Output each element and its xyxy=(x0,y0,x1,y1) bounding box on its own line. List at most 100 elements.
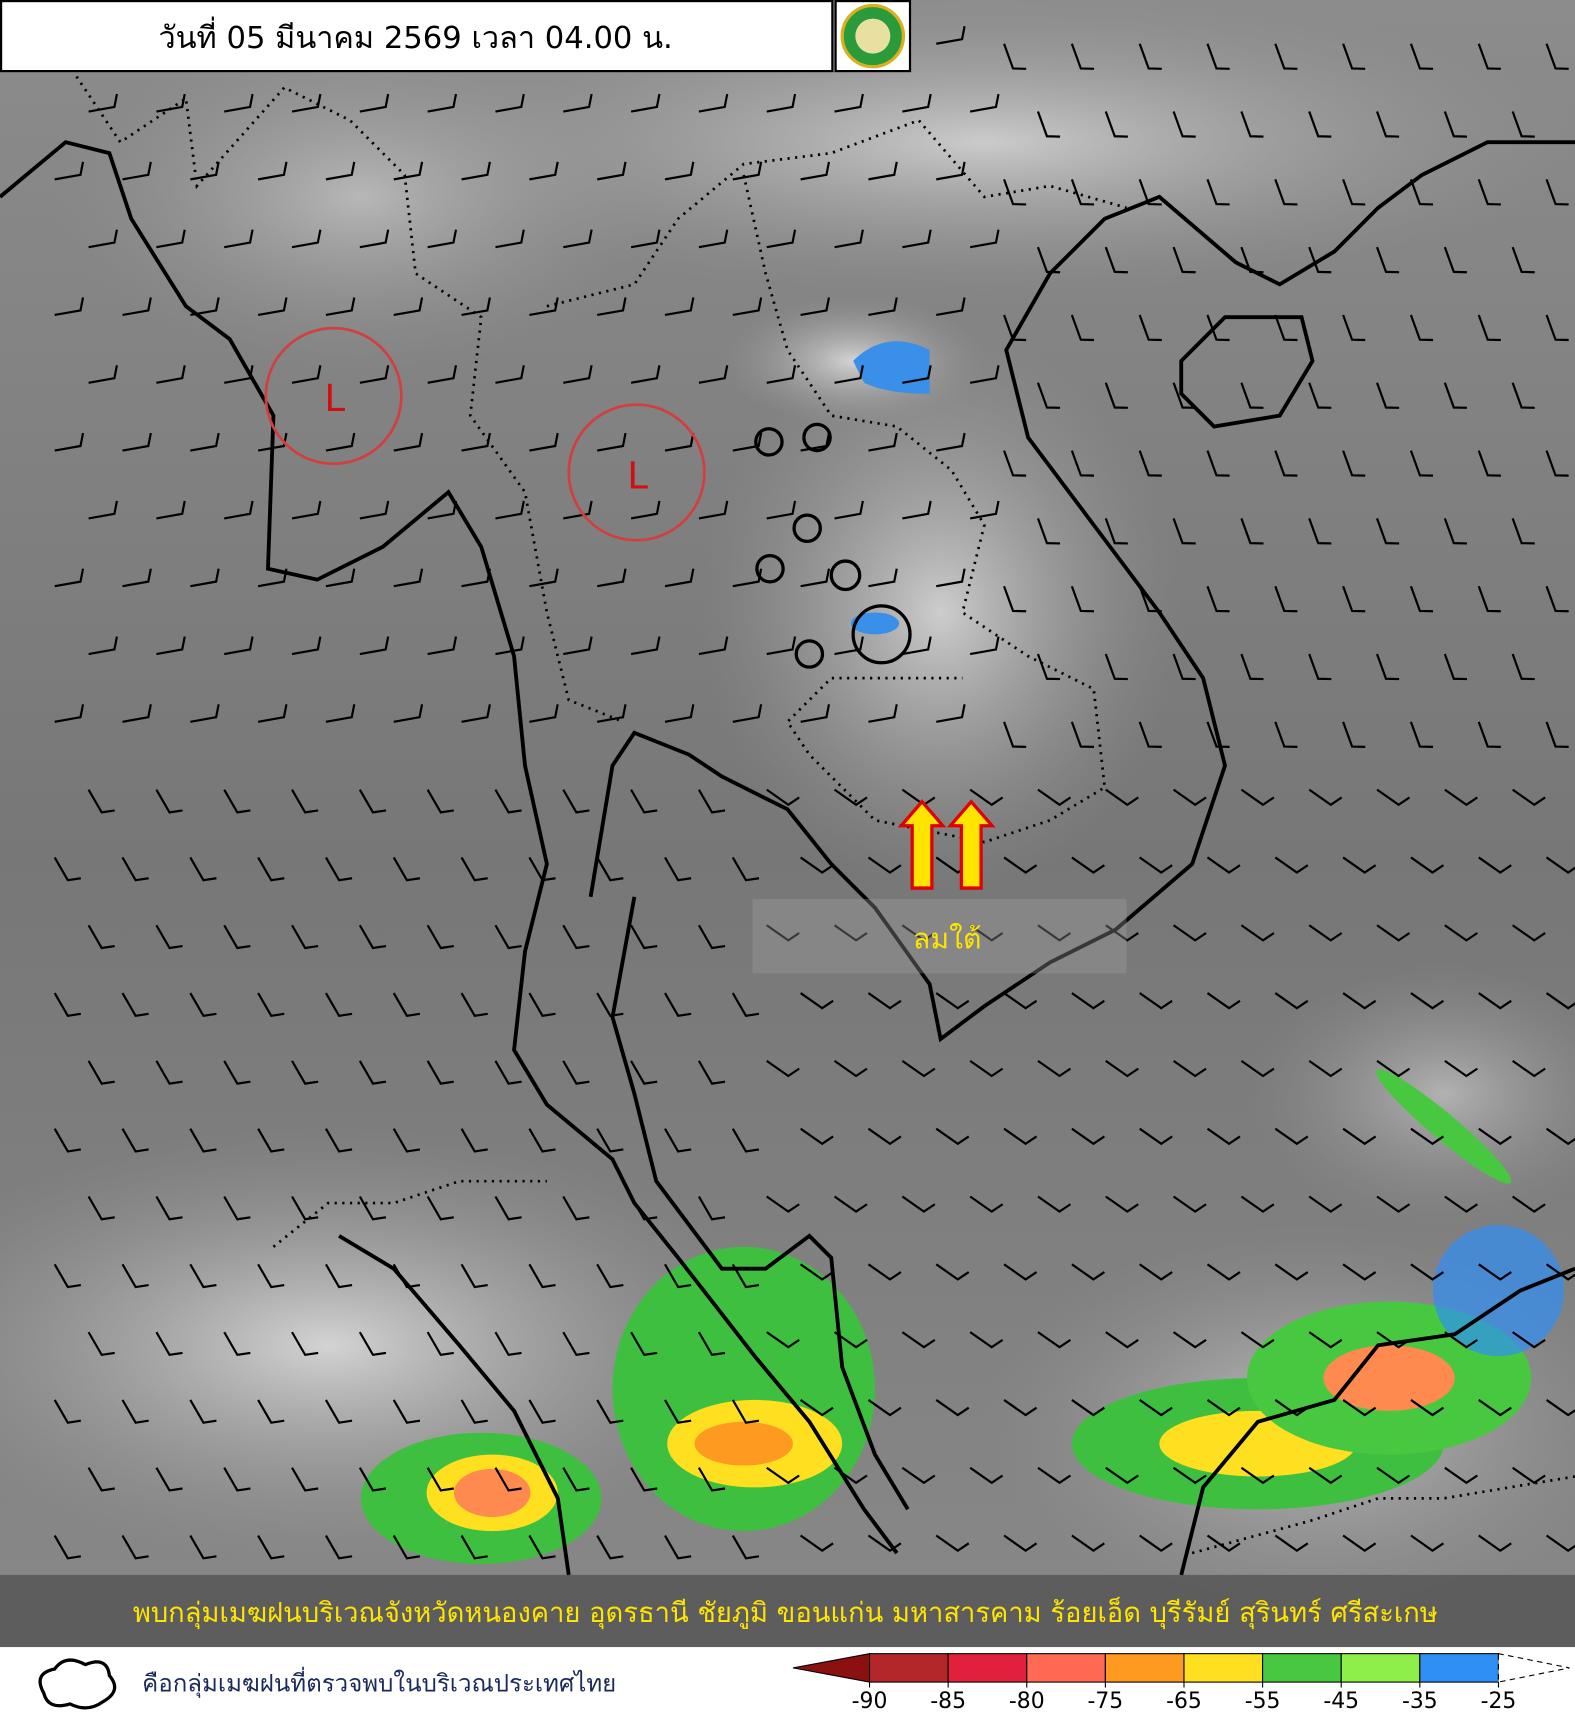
wind-barb xyxy=(460,1399,488,1424)
wind-barb xyxy=(1409,314,1434,342)
wind-barb xyxy=(664,297,695,317)
wind-barb xyxy=(1172,788,1207,807)
wind-barb xyxy=(257,1399,285,1424)
wind-barb xyxy=(155,1060,183,1085)
wind-barb xyxy=(1036,246,1061,274)
wind-barb xyxy=(1070,450,1094,477)
wind-barb xyxy=(189,1263,217,1289)
wind-barb xyxy=(121,1534,149,1560)
wind-barb xyxy=(121,992,149,1018)
colorbar-segment xyxy=(1340,1653,1421,1683)
wind-barb xyxy=(257,432,288,452)
wind-barbs xyxy=(53,26,1575,1560)
wind-barb xyxy=(766,1331,800,1349)
wind-barb xyxy=(901,1195,936,1213)
wind-barb xyxy=(1512,1466,1546,1485)
wind-barb xyxy=(1104,246,1128,274)
colorbar-tick-label: -45 xyxy=(1323,1689,1359,1714)
wind-barb xyxy=(155,1195,183,1221)
wind-barb xyxy=(936,297,966,317)
wind-barb xyxy=(1037,1331,1072,1349)
wind-barb xyxy=(324,856,353,882)
wind-barb xyxy=(664,1263,692,1289)
wind-barb xyxy=(664,432,695,452)
low-label: L xyxy=(324,376,345,420)
wind-barb xyxy=(969,924,1004,942)
wind-barb xyxy=(1240,111,1264,138)
wind-barb xyxy=(834,93,864,113)
wind-barb xyxy=(1342,1534,1377,1552)
wind-barb xyxy=(1545,314,1569,342)
wind-barb xyxy=(799,992,834,1010)
wind-barb xyxy=(1240,653,1264,681)
wind-barb xyxy=(935,1127,970,1146)
wind-barb xyxy=(53,992,81,1018)
wind-barb xyxy=(596,992,624,1018)
wind-barb xyxy=(1342,992,1377,1010)
low-label: L xyxy=(627,453,648,497)
wind-barb xyxy=(630,1331,658,1357)
wind-barb xyxy=(257,1128,285,1153)
wind-barb xyxy=(426,789,454,814)
wind-barb xyxy=(1240,518,1264,545)
wind-barb xyxy=(1444,1195,1478,1213)
wind-barb xyxy=(528,1128,556,1153)
wind-barb xyxy=(698,500,729,520)
wind-barb xyxy=(867,992,902,1010)
wind-barb xyxy=(1206,856,1241,874)
wind-barb xyxy=(1071,1534,1105,1552)
wind-barb xyxy=(427,500,458,520)
wind-barb xyxy=(766,500,797,520)
wind-barb xyxy=(156,500,186,520)
wind-barb xyxy=(392,856,421,882)
wind-barb xyxy=(1545,1534,1575,1552)
wind-barb xyxy=(427,636,458,656)
wind-barb xyxy=(1206,585,1230,613)
wind-barb xyxy=(1036,653,1061,681)
wind-barb xyxy=(799,1263,834,1281)
wind-barb xyxy=(1206,314,1230,342)
wind-barb xyxy=(1478,856,1512,874)
wind-barb xyxy=(1409,178,1434,206)
wind-barb xyxy=(766,788,800,807)
wind-barb xyxy=(1104,653,1128,681)
wind-barb xyxy=(1512,1331,1546,1349)
wind-barb xyxy=(121,1263,149,1289)
wind-barb xyxy=(1512,924,1546,942)
wind-barb xyxy=(1444,1059,1478,1078)
wind-barb xyxy=(156,229,186,249)
wind-barb xyxy=(392,1128,421,1153)
wind-barb xyxy=(1342,1399,1377,1417)
wind-barb xyxy=(1071,1127,1105,1146)
wind-barb xyxy=(427,229,458,249)
wind-barb xyxy=(799,856,834,874)
wind-barb xyxy=(1003,1263,1038,1281)
wind-barb xyxy=(1376,924,1411,942)
wind-barb xyxy=(325,568,356,588)
wind-barb xyxy=(1071,1263,1105,1281)
wind-barb xyxy=(189,992,217,1018)
wind-barb xyxy=(54,432,85,452)
wind-barb xyxy=(664,1399,692,1424)
wind-barb xyxy=(1240,1331,1275,1349)
wind-barb xyxy=(867,1127,902,1146)
wind-barb xyxy=(1003,721,1027,748)
wind-barb xyxy=(901,1466,936,1485)
wind-barb xyxy=(460,1263,488,1289)
wind-barb xyxy=(53,856,81,882)
wind-barb xyxy=(1003,1127,1038,1146)
wind-barb xyxy=(190,568,220,588)
wind-barb xyxy=(460,1534,488,1560)
wind-barb xyxy=(936,568,966,588)
wind-barb xyxy=(664,992,692,1018)
wind-barb xyxy=(494,1060,522,1085)
wind-barb xyxy=(189,1534,217,1560)
wind-barb xyxy=(392,1534,421,1560)
wind-barb xyxy=(223,924,251,950)
wind-barb xyxy=(664,1534,692,1560)
header-title: วันที่ 05 มีนาคม 2569 เวลา 04.00 น. xyxy=(158,16,672,56)
wind-barb xyxy=(833,788,868,807)
wind-barb xyxy=(1274,585,1298,613)
wind-barb xyxy=(1444,788,1478,807)
